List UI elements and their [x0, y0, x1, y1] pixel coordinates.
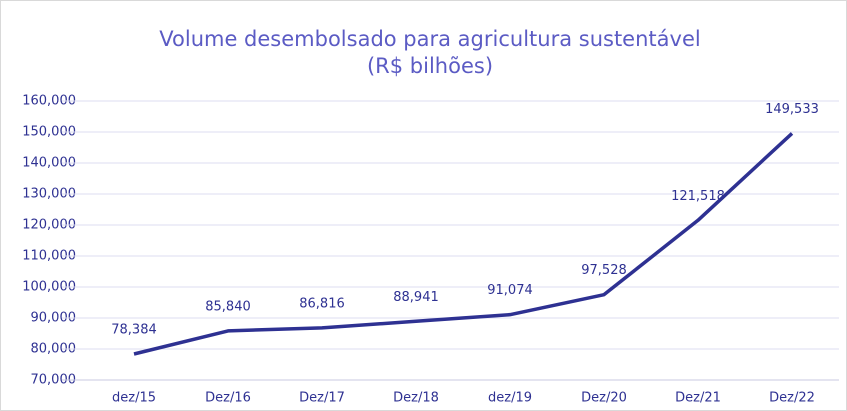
x-tick-label: Dez/17 — [299, 391, 345, 406]
data-label: 91,074 — [487, 283, 533, 298]
data-label: 86,816 — [299, 296, 345, 311]
x-tick-label: Dez/21 — [675, 391, 721, 406]
data-label: 121,518 — [671, 189, 725, 204]
data-label: 78,384 — [111, 323, 157, 338]
data-label: 149,533 — [765, 102, 819, 117]
x-tick-label: Dez/18 — [393, 391, 439, 406]
x-tick-label: dez/15 — [112, 391, 156, 406]
y-tick-label: 150,000 — [22, 125, 76, 140]
x-tick-label: Dez/20 — [581, 391, 627, 406]
chart-subtitle: (R$ bilhões) — [367, 54, 493, 78]
x-tick-label: Dez/16 — [205, 391, 251, 406]
y-tick-label: 80,000 — [31, 342, 77, 357]
x-tick-label: Dez/22 — [769, 391, 815, 406]
y-tick-label: 110,000 — [22, 249, 76, 264]
data-label: 85,840 — [205, 299, 251, 314]
y-tick-label: 70,000 — [31, 373, 77, 388]
y-tick-label: 100,000 — [22, 280, 76, 295]
data-label: 88,941 — [393, 290, 439, 305]
chart-title: Volume desembolsado para agricultura sus… — [159, 27, 700, 51]
y-tick-label: 130,000 — [22, 187, 76, 202]
data-label: 97,528 — [581, 263, 627, 278]
y-tick-label: 140,000 — [22, 156, 76, 171]
x-tick-label: dez/19 — [488, 391, 532, 406]
line — [133, 132, 794, 356]
y-tick-label: 160,000 — [22, 94, 76, 109]
y-tick-label: 120,000 — [22, 218, 76, 233]
y-tick-label: 90,000 — [31, 311, 77, 326]
